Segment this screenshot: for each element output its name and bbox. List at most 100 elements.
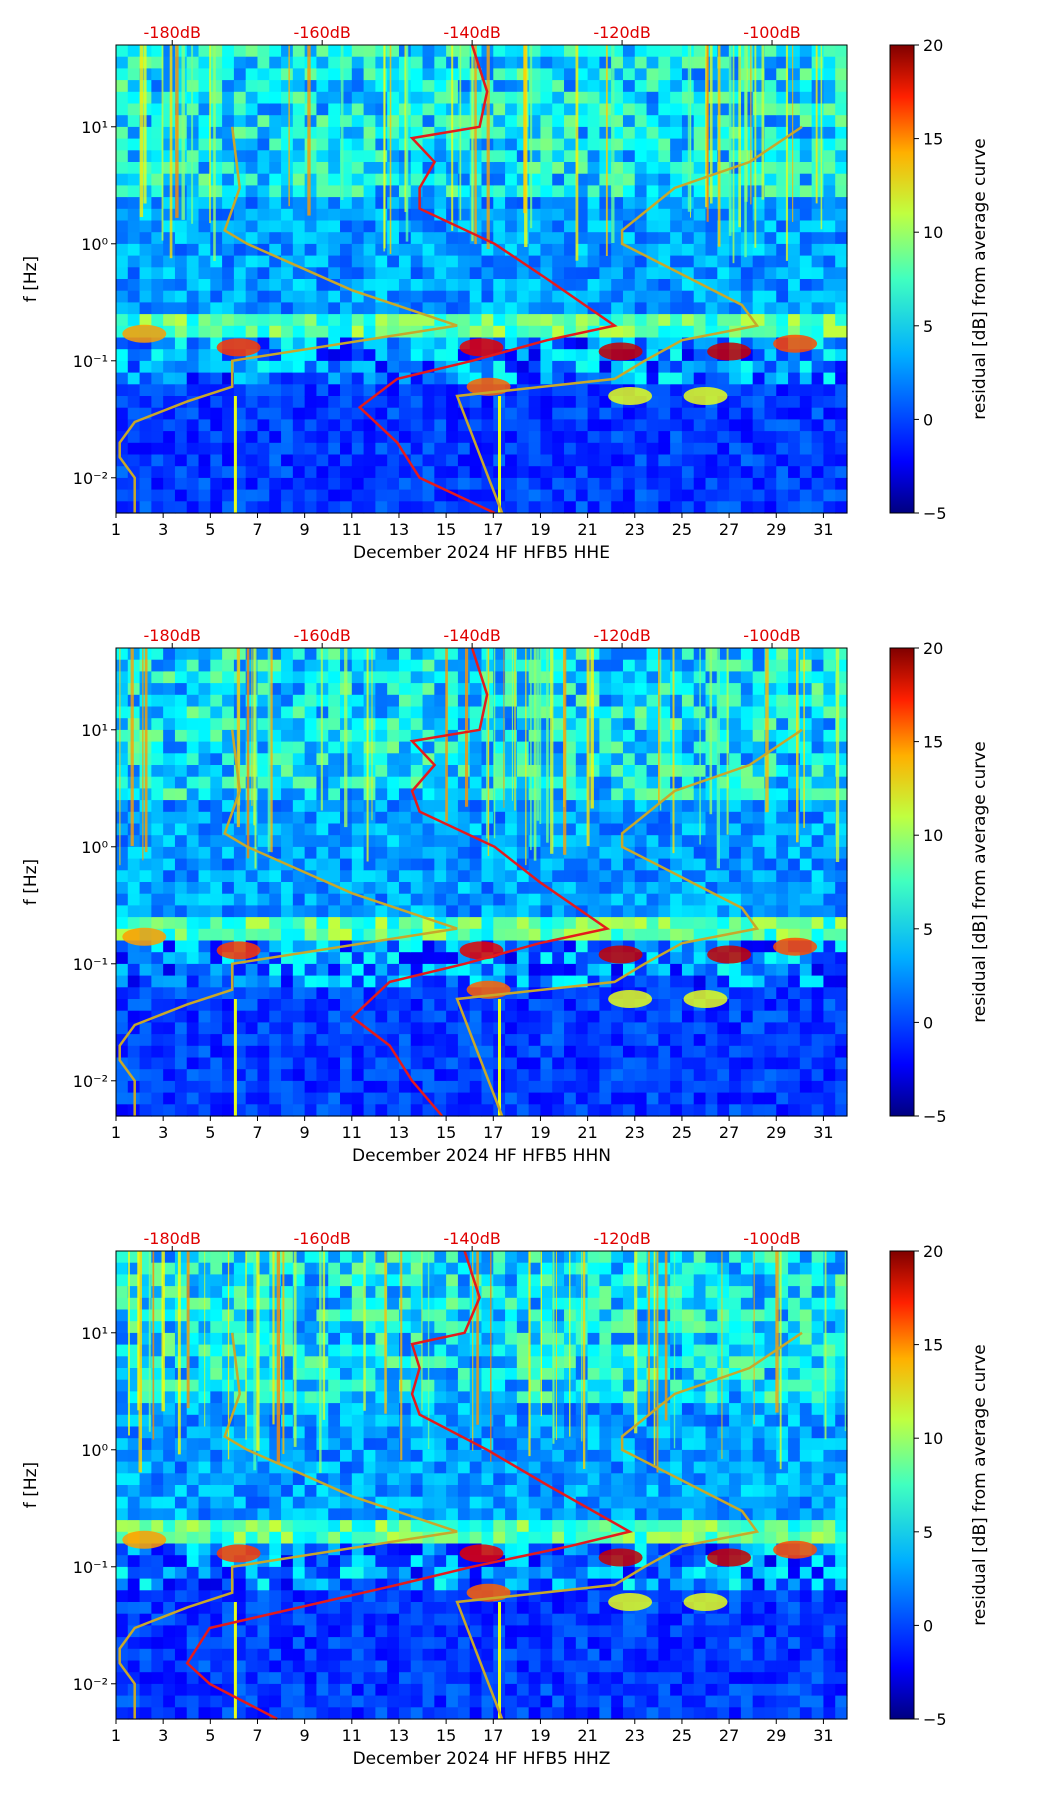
heatmap-cell: [469, 1022, 483, 1035]
heatmap-cell: [799, 718, 813, 731]
heatmap-cell: [410, 103, 424, 116]
heatmap-cell: [516, 1045, 530, 1059]
heatmap-cell: [717, 442, 730, 456]
heatmap-cell: [375, 232, 388, 245]
heatmap-cell: [493, 928, 506, 942]
heatmap-cell: [186, 1057, 200, 1070]
heatmap-cell: [658, 91, 671, 105]
heatmap-cell: [434, 776, 447, 789]
heatmap-cell: [587, 882, 600, 895]
heatmap-cell: [670, 905, 683, 918]
heatmap-cell: [729, 753, 742, 766]
heatmap-cell: [222, 45, 235, 58]
heatmap-cell: [257, 718, 270, 731]
heatmap-cell: [410, 823, 424, 836]
heatmap-cell: [387, 208, 400, 222]
heatmap-cell: [210, 91, 223, 105]
heatmap-cell: [304, 800, 318, 813]
heatmap-cell: [222, 477, 235, 491]
heatmap-cell: [823, 232, 836, 245]
heatmap-cell: [257, 765, 270, 778]
heatmap-cell: [587, 279, 600, 292]
heatmap-cell: [446, 800, 459, 813]
heatmap-cell: [457, 963, 471, 977]
heatmap-cell: [410, 290, 424, 303]
heatmap-cell: [116, 765, 129, 778]
heatmap-cell: [151, 173, 164, 186]
heatmap-cell: [116, 1010, 129, 1023]
heatmap-cell: [575, 1010, 589, 1023]
heatmap-cell: [776, 800, 789, 813]
heatmap-cell: [127, 683, 141, 696]
heatmap-cell: [823, 360, 836, 374]
heatmap-cell: [257, 893, 270, 906]
heatmap-cell: [670, 279, 683, 292]
heatmap-cell: [457, 501, 471, 514]
heatmap-cell: [681, 905, 695, 918]
heatmap-cell: [823, 80, 836, 93]
heatmap-cell: [564, 835, 577, 848]
heatmap-cell: [316, 477, 329, 491]
heatmap-cell: [564, 1057, 577, 1070]
heatmap-cell: [127, 396, 141, 409]
heatmap-cell: [552, 45, 565, 58]
heatmap-cell: [611, 419, 624, 432]
heatmap-cell: [151, 905, 164, 918]
heatmap-cell: [552, 1045, 565, 1059]
heatmap-cell: [764, 975, 777, 988]
heatmap-cell: [788, 489, 801, 502]
heatmap-cell: [799, 45, 813, 58]
heatmap-cell: [316, 811, 329, 825]
heatmap-cell: [469, 396, 483, 409]
heatmap-cell: [481, 858, 494, 871]
heatmap-cell: [363, 741, 376, 754]
heatmap-cell: [351, 975, 365, 988]
heatmap-cell: [292, 648, 306, 661]
heatmap-cell: [387, 419, 400, 432]
heatmap-cell: [552, 360, 565, 374]
heatmap-cell: [127, 648, 141, 661]
heatmap-cell: [811, 776, 825, 789]
heatmap-cell: [740, 718, 754, 731]
heatmap-cell: [469, 811, 483, 825]
heatmap-cell: [316, 431, 329, 444]
heatmap-cell: [752, 1022, 766, 1035]
heatmap-cell: [375, 349, 388, 362]
heatmap-cell: [222, 197, 235, 210]
heatmap-cell: [410, 384, 424, 397]
heatmap-cell: [646, 360, 659, 374]
heatmap-cell: [410, 694, 424, 708]
heatmap-cell: [151, 1057, 164, 1070]
heatmap-cell: [646, 940, 659, 953]
heatmap-cell: [799, 173, 813, 186]
heatmap-cell: [398, 846, 412, 860]
heatmap-cell: [434, 1045, 447, 1059]
heatmap-cell: [269, 185, 282, 198]
heatmap-cell: [281, 1069, 294, 1082]
heatmap-cell: [281, 800, 294, 813]
heatmap-cell: [398, 753, 412, 766]
heatmap-cell: [469, 1092, 483, 1105]
heatmap-cell: [340, 952, 353, 965]
heatmap-cell: [516, 1080, 530, 1094]
heatmap-cell: [611, 1104, 624, 1117]
heatmap-cell: [717, 975, 730, 988]
heatmap-cell: [245, 68, 259, 81]
heatmap-cell: [564, 407, 577, 420]
heatmap-streak: [213, 45, 216, 261]
heatmap-cell: [681, 975, 695, 988]
heatmap-cell: [622, 279, 636, 292]
heatmap-cell: [658, 208, 671, 222]
heatmap-cell: [222, 279, 235, 292]
heatmap-cell: [127, 45, 141, 58]
heatmap-cell: [599, 858, 612, 871]
heatmap-cell: [788, 1022, 801, 1035]
heatmap-cell: [587, 1069, 600, 1082]
heatmap-cell: [658, 765, 671, 778]
heatmap-cell: [634, 220, 648, 233]
heatmap-cell: [198, 694, 211, 708]
heatmap-cell: [540, 91, 553, 105]
heatmap-cell: [340, 477, 353, 491]
x-tick-label: 29: [766, 520, 786, 539]
heatmap-cell: [434, 337, 447, 350]
